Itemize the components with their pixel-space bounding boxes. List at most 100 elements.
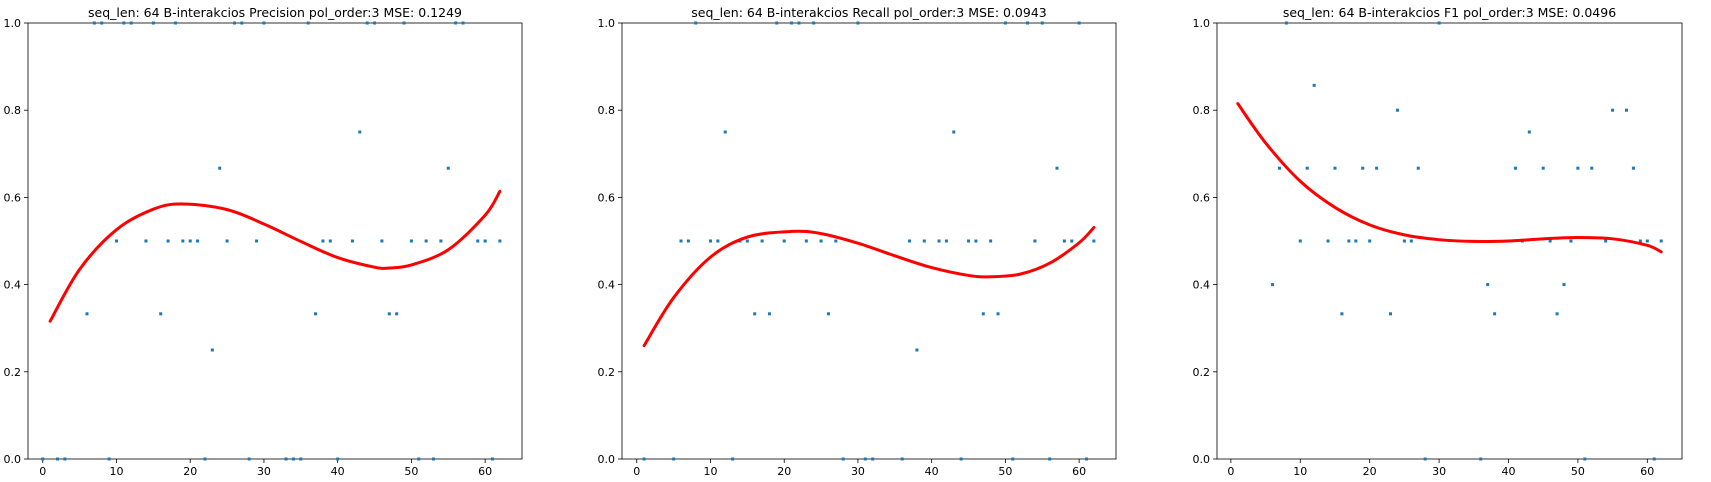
data-point <box>1305 166 1309 170</box>
data-point <box>55 457 59 461</box>
data-point <box>188 239 192 243</box>
data-point <box>424 239 428 243</box>
data-point <box>1092 239 1096 243</box>
data-point <box>782 239 786 243</box>
data-point <box>1576 166 1580 170</box>
data-point <box>1003 21 1007 25</box>
data-point <box>760 239 764 243</box>
data-point <box>694 21 698 25</box>
data-point <box>1590 166 1594 170</box>
data-point <box>1437 21 1441 25</box>
data-point <box>1652 457 1656 461</box>
x-tick-label: 50 <box>998 465 1012 478</box>
y-tick-label: 0.8 <box>1193 104 1211 117</box>
data-point <box>1033 239 1037 243</box>
data-point <box>1527 130 1531 134</box>
data-point <box>1555 312 1559 316</box>
data-point <box>767 312 771 316</box>
data-point <box>819 239 823 243</box>
data-point <box>144 239 148 243</box>
data-point <box>1048 457 1052 461</box>
data-point <box>461 21 465 25</box>
data-point <box>679 239 683 243</box>
data-point <box>1361 166 1365 170</box>
data-point <box>454 21 458 25</box>
y-tick-label: 0.0 <box>4 453 22 466</box>
y-tick-label: 0.0 <box>598 453 616 466</box>
x-tick-label: 60 <box>1072 465 1086 478</box>
data-point <box>203 457 207 461</box>
x-tick-label: 30 <box>851 465 865 478</box>
data-point <box>417 457 421 461</box>
data-point <box>1389 312 1393 316</box>
data-point <box>166 239 170 243</box>
data-point <box>1070 239 1074 243</box>
data-point <box>299 457 303 461</box>
y-tick-label: 0.8 <box>598 104 616 117</box>
data-point <box>210 348 214 352</box>
chart-panel-3: seq_len: 64 B-interakcios F1 pol_order:3… <box>1193 5 1683 478</box>
data-point <box>1077 21 1081 25</box>
x-tick-label: 20 <box>777 465 791 478</box>
data-point <box>672 457 676 461</box>
data-point <box>1375 166 1379 170</box>
data-point <box>1659 239 1663 243</box>
data-point <box>1395 108 1399 112</box>
data-point <box>1423 457 1427 461</box>
data-point <box>114 239 118 243</box>
x-tick-label: 30 <box>257 465 271 478</box>
data-point <box>159 312 163 316</box>
data-point <box>321 239 325 243</box>
data-point <box>871 457 875 461</box>
data-point <box>797 21 801 25</box>
data-point <box>1541 166 1545 170</box>
data-point <box>1493 312 1497 316</box>
data-point <box>1583 457 1587 461</box>
axes-frame <box>27 22 523 460</box>
data-point <box>1402 239 1406 243</box>
data-point <box>262 21 266 25</box>
data-point <box>380 239 384 243</box>
data-point <box>1368 239 1372 243</box>
data-point <box>959 457 963 461</box>
data-point <box>974 239 978 243</box>
data-point <box>328 239 332 243</box>
data-point <box>944 239 948 243</box>
fit-curve <box>48 189 502 323</box>
data-point <box>716 239 720 243</box>
data-point <box>173 21 177 25</box>
y-tick-label: 0.4 <box>1193 279 1211 292</box>
data-point <box>856 21 860 25</box>
data-point <box>952 130 956 134</box>
data-point <box>922 239 926 243</box>
x-tick-label: 20 <box>183 465 197 478</box>
data-point <box>63 457 67 461</box>
y-tick-label: 0.6 <box>4 191 22 204</box>
data-point <box>181 239 185 243</box>
data-point <box>1347 239 1351 243</box>
data-point <box>1312 83 1316 87</box>
data-point <box>1569 239 1573 243</box>
y-tick-label: 0.2 <box>1193 366 1211 379</box>
data-point <box>306 21 310 25</box>
data-point <box>686 239 690 243</box>
data-point <box>1645 239 1649 243</box>
data-point <box>708 239 712 243</box>
data-point <box>908 239 912 243</box>
y-tick-label: 0.8 <box>4 104 22 117</box>
data-point <box>1624 108 1628 112</box>
x-tick-label: 60 <box>1640 465 1654 478</box>
data-point <box>1085 457 1089 461</box>
data-point <box>731 457 735 461</box>
data-point <box>790 21 794 25</box>
data-point <box>745 239 749 243</box>
data-point <box>1479 457 1483 461</box>
y-tick-label: 0.4 <box>4 279 22 292</box>
data-point <box>826 312 830 316</box>
data-point <box>989 239 993 243</box>
data-point <box>642 457 646 461</box>
data-point <box>900 457 904 461</box>
data-point <box>92 21 96 25</box>
data-point <box>1604 239 1608 243</box>
